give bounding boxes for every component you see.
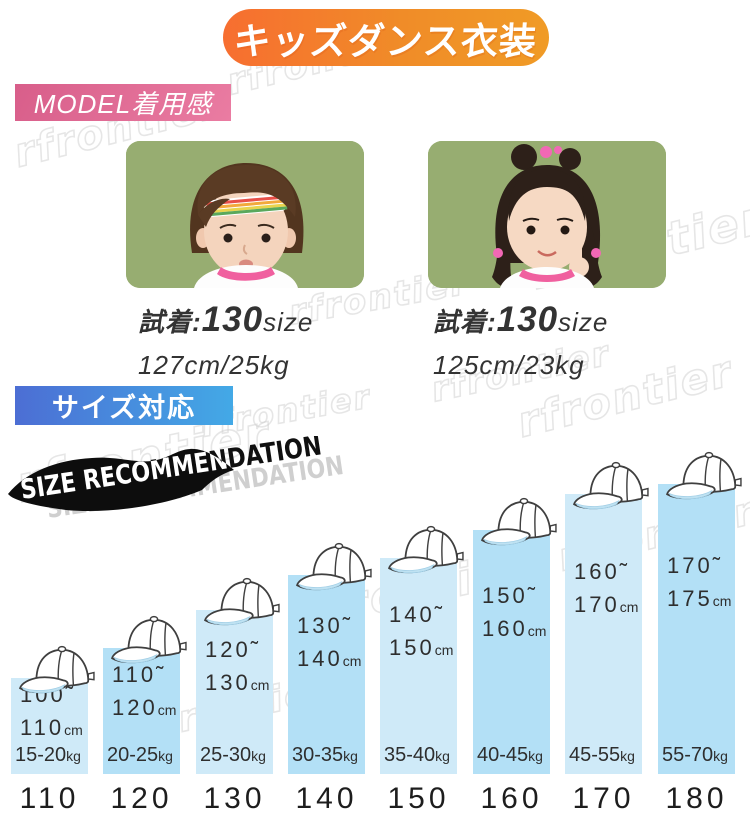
size-bar-120: 110˜ 120cm 20-25kg	[103, 648, 180, 774]
bar-height-range: 160˜ 170cm	[574, 559, 639, 618]
cap-icon	[19, 645, 95, 694]
cap-icon	[481, 497, 557, 546]
bar-height-range: 140˜ 150cm	[389, 602, 454, 660]
cap-icon	[573, 461, 649, 510]
cap-icon	[388, 525, 464, 574]
axis-label-170: 170	[572, 782, 635, 815]
bar-height-range: 120˜ 130cm	[205, 636, 270, 695]
size-recommendation-chart: SIZE RECOMMENDATION SIZE RECOMMENDATION …	[0, 430, 750, 828]
tryon-caption-boy: 試着:130size 127cm/25kg	[138, 300, 388, 381]
model-photo-boy	[126, 141, 364, 288]
bar-weight-range: 55-70kg	[662, 743, 728, 766]
axis-label-120: 120	[110, 782, 173, 815]
bar-weight-range: 30-35kg	[292, 743, 358, 766]
size-bar-160: 150˜ 160cm 40-45kg	[473, 530, 550, 774]
bar-height-range: 150˜ 160cm	[482, 583, 547, 642]
size-bar-110: 100˜ 110cm 15-20kg	[11, 678, 88, 774]
bar-weight-range: 15-20kg	[15, 744, 81, 766]
size-bar-180: 170˜ 175cm 55-70kg	[658, 484, 735, 774]
size-recommendation-banner: SIZE RECOMMENDATION SIZE RECOMMENDATION …	[8, 436, 346, 525]
axis-label-140: 140	[295, 782, 358, 815]
cap-icon	[111, 615, 187, 664]
bar-weight-range: 25-30kg	[200, 743, 266, 766]
page-title: キッズダンス衣装	[232, 20, 539, 62]
banner-flag-shape	[8, 448, 234, 512]
bar-height-range: 170˜ 175cm	[667, 552, 732, 611]
tryon-caption-girl: 試着:130size 125cm/23kg	[433, 300, 683, 381]
cap-icon	[296, 542, 372, 591]
model-section-label: MODEL着用感	[15, 84, 231, 121]
cap-icon	[204, 577, 280, 626]
bar-weight-range: 20-25kg	[107, 744, 173, 766]
axis-label-180: 180	[665, 782, 728, 815]
bar-weight-range: 35-40kg	[384, 744, 450, 766]
tryon-spec-line: 125cm/23kg	[433, 350, 585, 380]
size-section-label: サイズ対応	[15, 386, 233, 425]
boy-illustration	[126, 141, 364, 288]
bar-height-range: 110˜ 120cm	[112, 662, 177, 720]
bar-weight-range: 40-45kg	[477, 743, 543, 766]
axis-label-130: 130	[203, 782, 266, 815]
axis-label-160: 160	[480, 782, 543, 815]
tryon-spec-line: 127cm/25kg	[138, 350, 290, 380]
axis-label-110: 110	[19, 782, 80, 815]
girl-illustration	[428, 141, 666, 288]
bar-height-range: 130˜ 140cm	[297, 613, 362, 672]
size-bar-130: 120˜ 130cm 25-30kg	[196, 610, 273, 774]
size-bar-150: 140˜ 150cm 35-40kg	[380, 558, 457, 774]
tryon-size-line: 試着:130size	[138, 300, 314, 339]
tryon-size-line: 試着:130size	[433, 300, 609, 339]
cap-icon	[666, 451, 742, 500]
model-section-label-text: MODEL着用感	[33, 89, 213, 119]
size-bar-170: 160˜ 170cm 45-55kg	[565, 494, 642, 774]
title-banner: キッズダンス衣装	[223, 9, 549, 66]
bar-weight-range: 45-55kg	[569, 743, 635, 766]
model-photo-girl	[428, 141, 666, 288]
size-bar-140: 130˜ 140cm 30-35kg	[288, 575, 365, 774]
axis-label-150: 150	[387, 782, 450, 815]
size-section-label-text: サイズ対応	[51, 393, 197, 423]
